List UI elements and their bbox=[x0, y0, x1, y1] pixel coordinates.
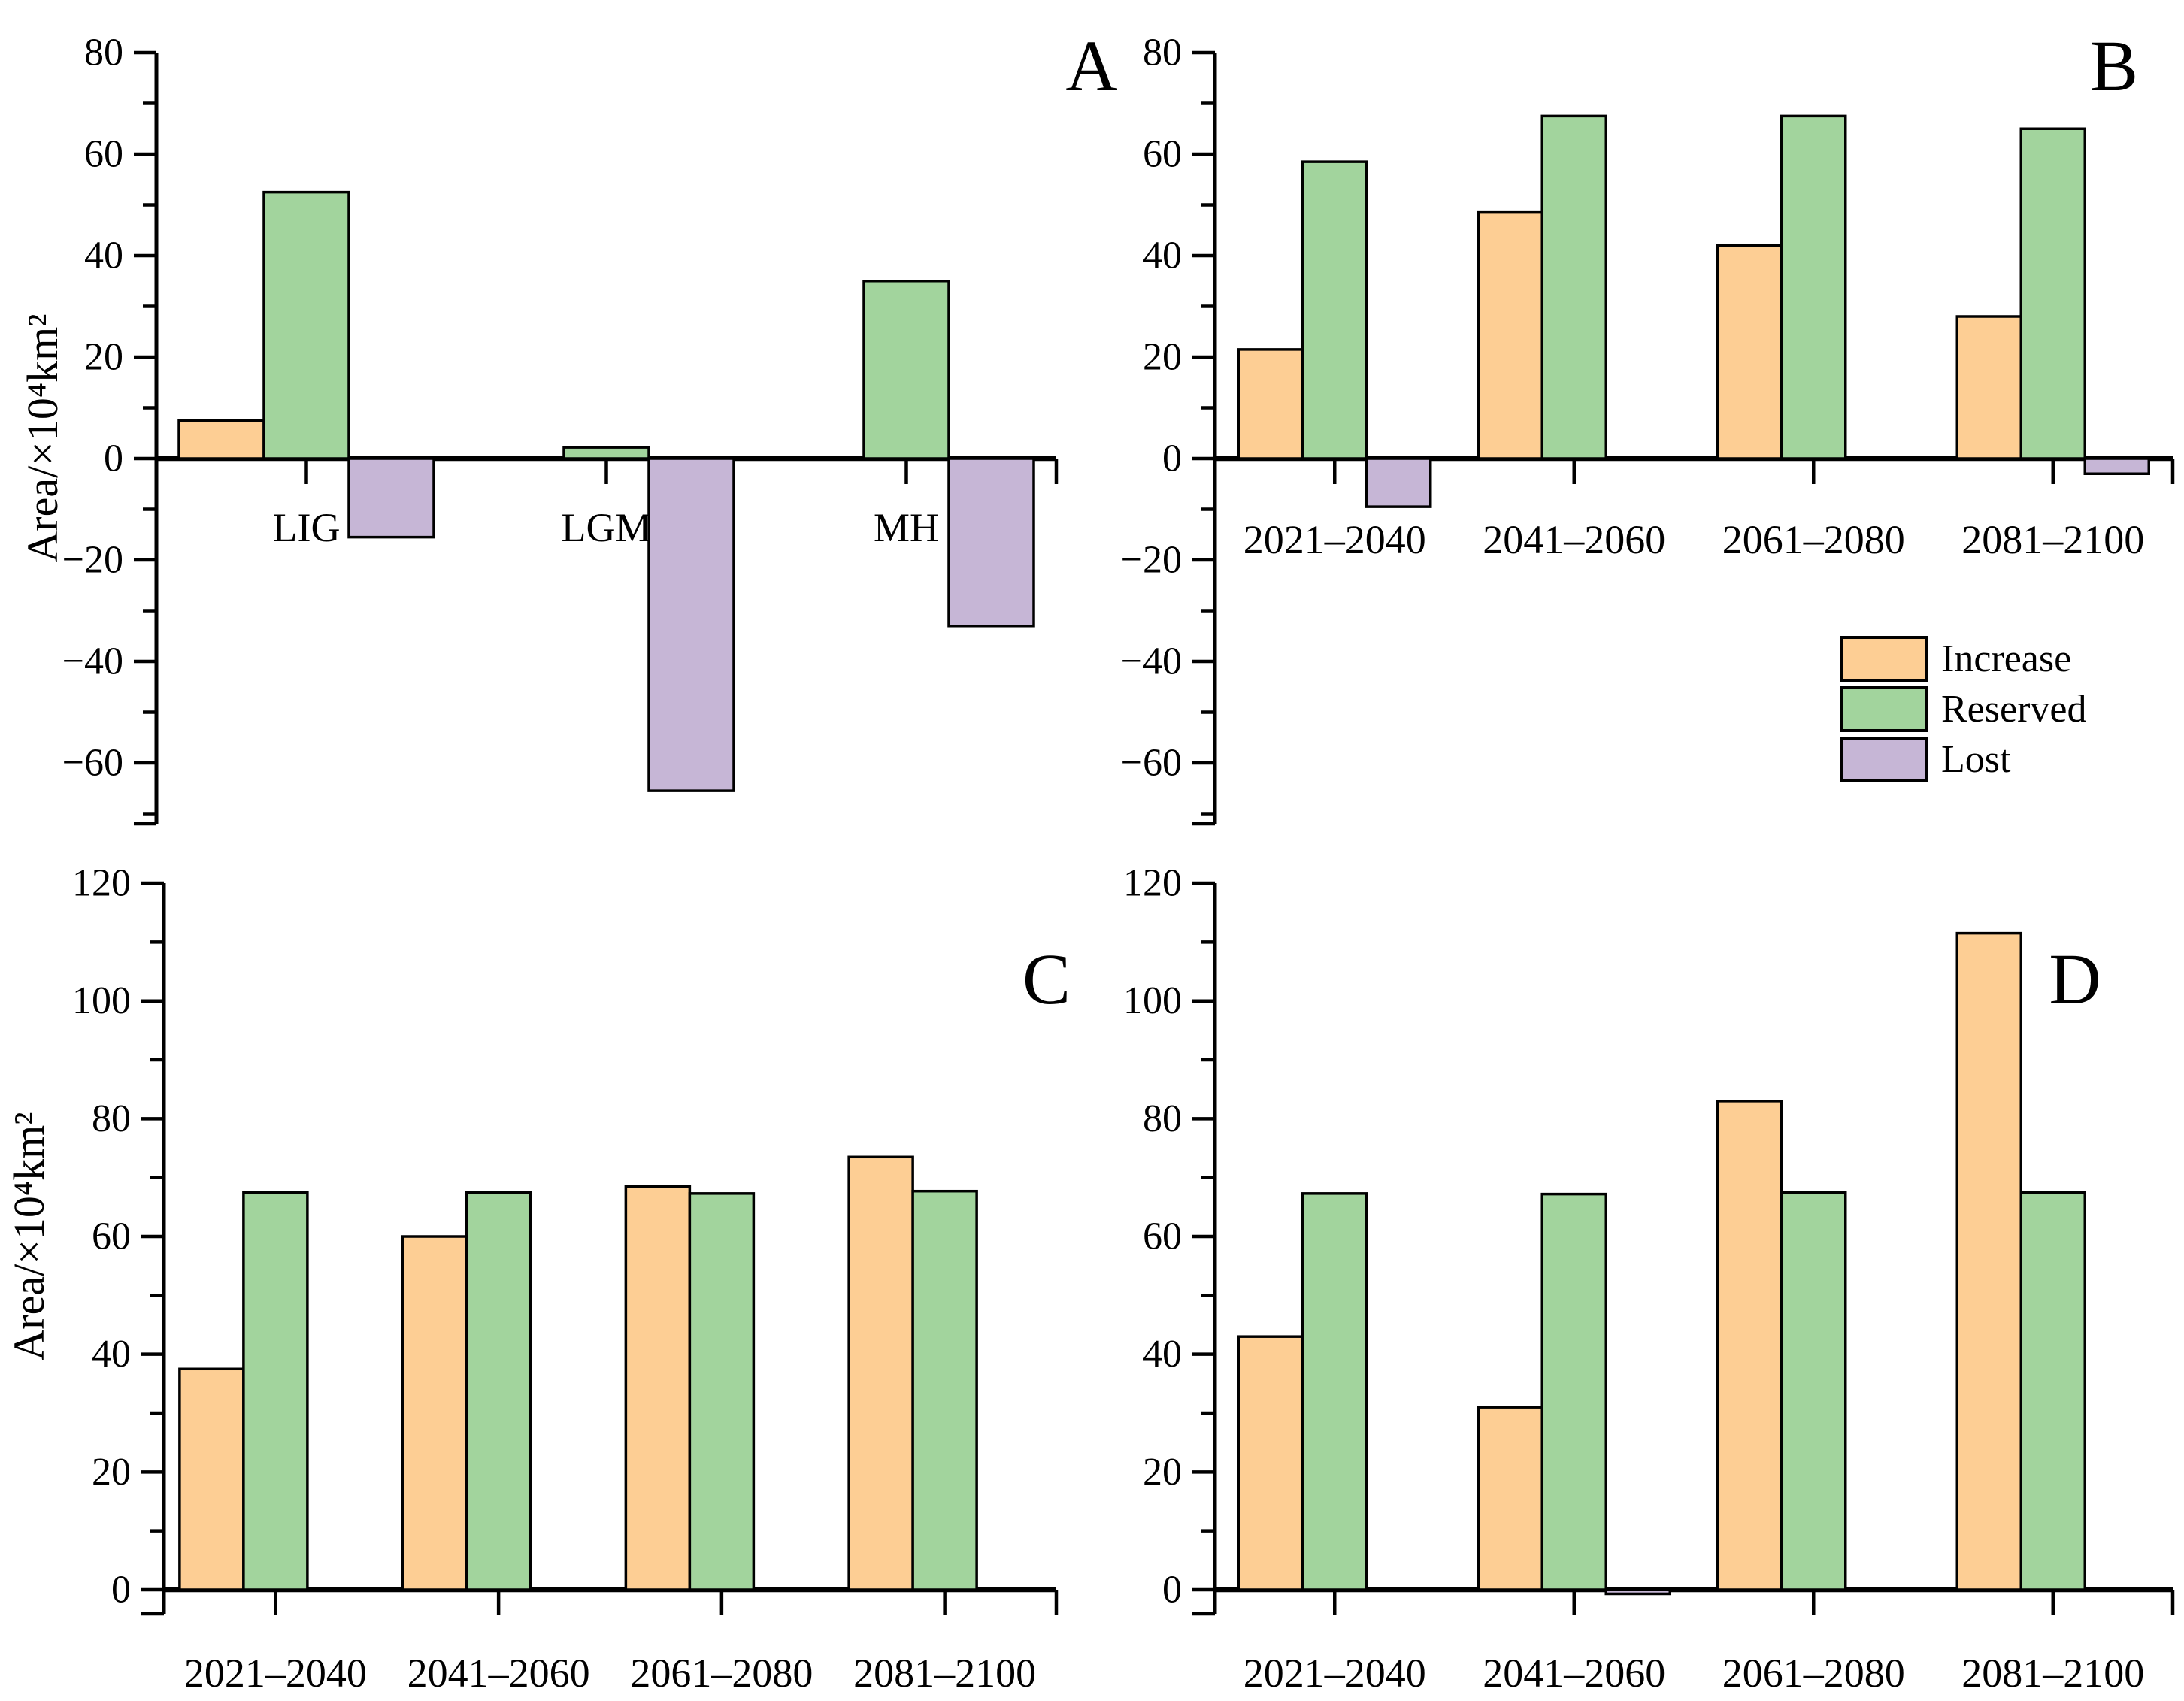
panel-B-y-tick-label: −60 bbox=[1121, 742, 1182, 785]
panel-A-y-tick-label: 40 bbox=[84, 235, 123, 277]
panel-C-x-category-label: 2041–2060 bbox=[407, 1651, 590, 1696]
panel-B-bar-reserved-2041–2060 bbox=[1540, 114, 1607, 460]
panel-B-bar-lost-2021–2040 bbox=[1365, 457, 1432, 508]
panel-D-bar-increase-2061–2080 bbox=[1716, 1100, 1783, 1591]
panel-D-bar-reserved-2021–2040 bbox=[1301, 1192, 1368, 1591]
panel-A-bar-lost-LGM bbox=[647, 457, 735, 792]
panel-B-x-category-label: 2061–2080 bbox=[1722, 517, 1905, 562]
panel-A-bar-reserved-MH bbox=[862, 280, 950, 460]
panel-B-bar-reserved-2081–2100 bbox=[2019, 127, 2086, 460]
panel-C-bar-reserved-2081–2100 bbox=[911, 1189, 978, 1591]
panel-B-bar-reserved-2061–2080 bbox=[1780, 114, 1847, 460]
legend-swatch-reserved bbox=[1840, 686, 1928, 732]
legend-label-lost: Lost bbox=[1941, 738, 2011, 781]
panel-A-bar-reserved-LGM bbox=[562, 446, 650, 460]
panel-B: 80 60 40 20 0 −20 −40 −60 2021–2040 2041–2060 2061… bbox=[1121, 26, 2175, 826]
panel-C-y-tick-label: 60 bbox=[92, 1215, 131, 1258]
panel-B-y-tick-label: −40 bbox=[1121, 640, 1182, 683]
panel-A-y-tick-label: −40 bbox=[62, 640, 123, 683]
panel-A-y-axis-title: Area/×10⁴km² bbox=[18, 313, 67, 562]
panel-C-bar-increase-2081–2100 bbox=[847, 1155, 914, 1591]
panel-D-y-tick-label: 100 bbox=[1123, 979, 1182, 1022]
panel-B-y-tick-label: 40 bbox=[1143, 235, 1182, 277]
panel-B-bar-increase-2061–2080 bbox=[1716, 244, 1783, 460]
panel-A-x-category-label: LIG bbox=[273, 505, 341, 550]
panel-D-y-tick-label: 40 bbox=[1143, 1333, 1182, 1376]
panel-C-bar-increase-2041–2060 bbox=[401, 1235, 468, 1591]
panel-D: 120 100 80 60 40 20 0 2021–2040 2041–2060 2061–20… bbox=[1123, 862, 2175, 1696]
panel-C-bar-reserved-2041–2060 bbox=[465, 1191, 532, 1591]
panel-A: 80 60 40 20 0 −20 −40 −60 LIG LGM MH A Area/×10⁴km² bbox=[18, 26, 1118, 826]
panel-A-bar-lost-LIG bbox=[347, 457, 435, 539]
panel-C-x-category-label: 2061–2080 bbox=[630, 1651, 813, 1696]
panel-A-x-category-label: MH bbox=[874, 505, 939, 550]
panel-letter-A: A bbox=[1065, 26, 1117, 106]
panel-B-y-tick-label: 80 bbox=[1143, 32, 1182, 74]
panel-A-x-category-label: LGM bbox=[562, 505, 652, 550]
panel-D-y-tick-label: 0 bbox=[1162, 1569, 1182, 1612]
panel-C-bar-reserved-2061–2080 bbox=[688, 1192, 756, 1591]
panel-D-bar-reserved-2061–2080 bbox=[1780, 1191, 1847, 1591]
panel-C-y-tick-label: 100 bbox=[72, 979, 131, 1022]
panel-B-bar-lost-2081–2100 bbox=[2083, 457, 2150, 475]
panel-B-y-tick-label: 20 bbox=[1143, 336, 1182, 379]
legend-swatch-lost bbox=[1840, 737, 1928, 782]
panel-A-bar-lost-MH bbox=[947, 457, 1035, 628]
panel-D-bar-increase-2081–2100 bbox=[1955, 931, 2022, 1591]
panel-D-bar-increase-2041–2060 bbox=[1477, 1406, 1543, 1591]
panel-D-bar-lost-2041–2060 bbox=[1604, 1588, 1671, 1596]
panel-B-bar-increase-2081–2100 bbox=[1955, 315, 2022, 460]
panel-B-x-category-label: 2041–2060 bbox=[1483, 517, 1665, 562]
panel-C-y-axis-title: Area/×10⁴km² bbox=[5, 1112, 53, 1360]
panel-D-bar-reserved-2041–2060 bbox=[1540, 1192, 1607, 1591]
panel-B-bar-increase-2021–2040 bbox=[1237, 348, 1304, 460]
panel-letter-C: C bbox=[1022, 939, 1071, 1019]
panel-D-x-category-label: 2041–2060 bbox=[1483, 1651, 1665, 1696]
panel-A-y-tick-label: −20 bbox=[62, 539, 123, 582]
panel-D-bar-reserved-2081–2100 bbox=[2019, 1191, 2086, 1591]
panel-D-x-category-label: 2061–2080 bbox=[1722, 1651, 1905, 1696]
panel-B-x-category-label: 2081–2100 bbox=[1961, 517, 2144, 562]
legend-label-increase: Increase bbox=[1941, 637, 2071, 680]
panel-A-y-tick-label: 60 bbox=[84, 133, 123, 176]
panel-D-y-tick-label: 80 bbox=[1143, 1097, 1182, 1140]
panel-C-y-tick-label: 120 bbox=[72, 862, 131, 905]
legend-label-reserved: Reserved bbox=[1941, 688, 2086, 731]
panel-letter-B: B bbox=[2090, 26, 2138, 106]
panel-D-x-category-label: 2021–2040 bbox=[1243, 1651, 1426, 1696]
panel-D-y-tick-label: 60 bbox=[1143, 1215, 1182, 1258]
panel-D-y-tick-label: 120 bbox=[1123, 862, 1182, 905]
panel-B-x-category-label: 2021–2040 bbox=[1243, 517, 1426, 562]
panel-C-y-tick-label: 0 bbox=[111, 1569, 131, 1612]
panel-A-y-tick-label: 80 bbox=[84, 32, 123, 74]
legend-swatch-increase bbox=[1840, 636, 1928, 682]
panel-B-bar-increase-2041–2060 bbox=[1477, 210, 1543, 460]
panel-A-bar-reserved-LIG bbox=[262, 190, 350, 460]
panel-A-bar-increase-LIG bbox=[177, 419, 265, 460]
panel-C-y-tick-label: 40 bbox=[92, 1333, 131, 1376]
legend: Increase Reserved Lost bbox=[1840, 636, 2086, 782]
panel-C-bar-increase-2021–2040 bbox=[178, 1367, 245, 1591]
panel-C-bar-increase-2061–2080 bbox=[624, 1185, 692, 1591]
panel-letter-D: D bbox=[2049, 939, 2101, 1019]
panel-B-bar-reserved-2021–2040 bbox=[1301, 160, 1368, 460]
panel-A-y-tick-label: −60 bbox=[62, 742, 123, 785]
panel-B-y-tick-label: −20 bbox=[1121, 539, 1182, 582]
panel-C-x-category-label: 2021–2040 bbox=[184, 1651, 367, 1696]
panel-D-x-category-label: 2081–2100 bbox=[1961, 1651, 2144, 1696]
panel-A-y-tick-label: 0 bbox=[104, 437, 123, 480]
panel-C-bar-reserved-2021–2040 bbox=[242, 1191, 309, 1591]
panel-C: 120 100 80 60 40 20 0 2021–2040 2041–2060 2061–20… bbox=[5, 862, 1071, 1696]
panel-A-y-tick-label: 20 bbox=[84, 336, 123, 379]
panel-B-y-tick-label: 60 bbox=[1143, 133, 1182, 176]
panel-D-bar-increase-2021–2040 bbox=[1237, 1335, 1304, 1591]
panel-C-x-category-label: 2081–2100 bbox=[853, 1651, 1036, 1696]
panel-B-y-tick-label: 0 bbox=[1162, 437, 1182, 480]
panel-C-y-tick-label: 20 bbox=[92, 1451, 131, 1494]
panel-D-y-tick-label: 20 bbox=[1143, 1451, 1182, 1494]
panel-C-y-tick-label: 80 bbox=[92, 1097, 131, 1140]
